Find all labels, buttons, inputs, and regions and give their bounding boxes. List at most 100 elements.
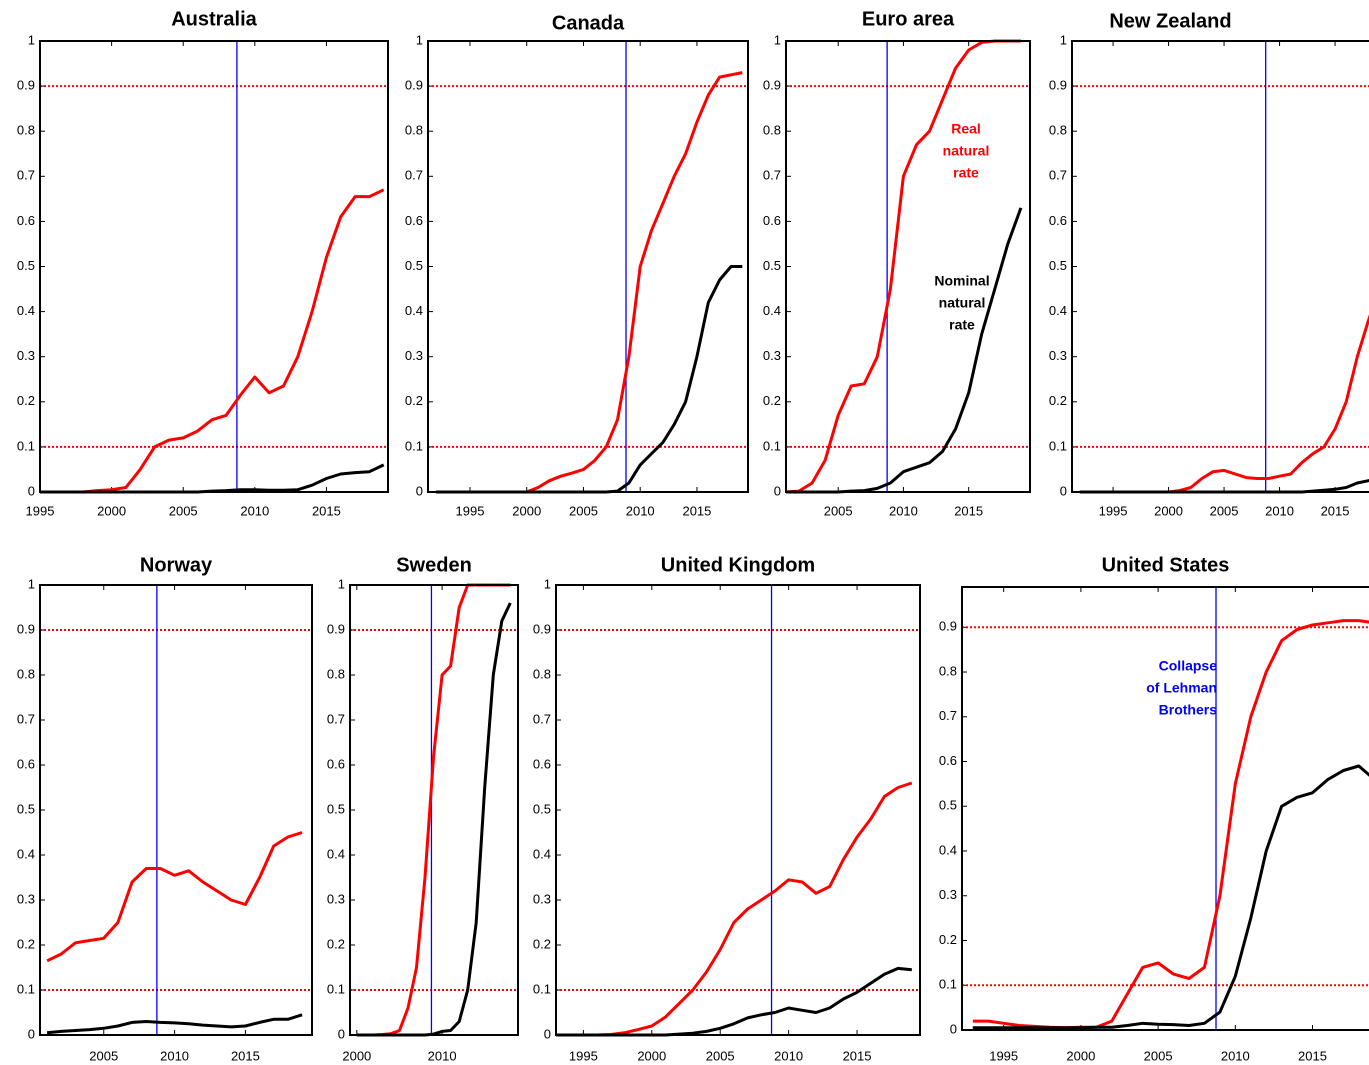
plot-area [40, 41, 388, 494]
series-line [556, 966, 912, 1037]
y-tick-label: 0.4 [327, 846, 345, 861]
x-tick-label: 2005 [1144, 1048, 1173, 1063]
x-tick-label: 2005 [569, 503, 598, 518]
panel: Australia 0 0.1 0.2 0.3 0.4 0.5 0.6 0.7 0.8 0.9 1 19… [17, 8, 389, 518]
x-tick-label: 2015 [954, 503, 983, 518]
y-tick-label: 0.3 [939, 887, 957, 902]
y-tick-label: 0.8 [939, 663, 957, 678]
y-tick-label: 0.9 [1049, 78, 1067, 93]
x-tick-label: 1995 [1099, 503, 1128, 518]
y-tick-label: 0.9 [17, 621, 35, 636]
y-tick-label: 0 [1060, 483, 1067, 498]
plot-area [350, 583, 518, 1037]
y-tick-label: 0.5 [763, 258, 781, 273]
y-tick-label: 0.9 [327, 621, 345, 636]
y-tick-label: 0 [28, 1026, 35, 1041]
y-tick-label: 1 [28, 576, 35, 591]
annotation: Nominal [934, 273, 989, 289]
y-tick-label: 0.9 [533, 621, 551, 636]
annotation: Brothers [1159, 702, 1218, 718]
plot-area [962, 587, 1369, 1030]
y-tick-label: 0.8 [763, 123, 781, 138]
y-tick-label: 0.1 [17, 438, 35, 453]
y-tick-label: 1 [416, 32, 423, 47]
y-tick-label: 0 [416, 483, 423, 498]
y-tick-label: 1 [338, 576, 345, 591]
y-tick-label: 0.8 [327, 666, 345, 681]
y-tick-label: 0.5 [533, 801, 551, 816]
x-tick-label: 2000 [637, 1048, 666, 1063]
y-tick-label: 0.5 [939, 798, 957, 813]
y-tick-label: 0.5 [405, 258, 423, 273]
x-tick-label: 2000 [1154, 503, 1183, 518]
series-line [435, 265, 743, 494]
y-tick-label: 0.9 [763, 78, 781, 93]
y-tick-label: 0 [338, 1026, 345, 1041]
y-tick-label: 0.4 [405, 303, 423, 318]
x-tick-label: 2015 [843, 1048, 872, 1063]
y-tick-label: 0.7 [327, 711, 345, 726]
y-tick-label: 0.1 [533, 981, 551, 996]
panel-title: Sweden [396, 554, 472, 576]
x-tick-label: 2010 [1221, 1048, 1250, 1063]
panel: United States 0 0.1 0.2 0.3 0.4 0.5 0.6 0.7 0.8 0.… [939, 554, 1369, 1063]
x-tick-label: 2010 [889, 503, 918, 518]
y-tick-label: 0.6 [533, 756, 551, 771]
panel-title: Canada [552, 12, 625, 34]
y-tick-label: 0.6 [939, 753, 957, 768]
y-tick-label: 0.4 [533, 846, 551, 861]
x-tick-label: 2005 [706, 1048, 735, 1063]
y-tick-label: 0.2 [763, 393, 781, 408]
y-tick-label: 0.6 [17, 213, 35, 228]
x-tick-label: 2000 [342, 1048, 371, 1063]
y-tick-label: 0.4 [17, 846, 35, 861]
y-tick-label: 0.2 [17, 393, 35, 408]
y-tick-label: 0.3 [1049, 348, 1067, 363]
x-tick-label: 2000 [97, 503, 126, 518]
y-tick-label: 0.6 [1049, 213, 1067, 228]
panel-title: United States [1102, 554, 1230, 576]
series-line [356, 583, 511, 1037]
x-tick-label: 2010 [1265, 503, 1294, 518]
annotation: Real [951, 121, 981, 137]
panel: United Kingdom 0 0.1 0.2 0.3 0.4 0.5 0.6 0.7 0.8 0… [533, 554, 921, 1063]
annotation: natural [943, 143, 990, 159]
y-tick-label: 0 [544, 1026, 551, 1041]
plot-frame [785, 40, 1031, 493]
y-tick-label: 0.3 [327, 891, 345, 906]
plot-area [556, 585, 920, 1037]
y-tick-label: 0.4 [763, 303, 781, 318]
annotation: natural [939, 295, 986, 311]
y-tick-label: 0.7 [1049, 168, 1067, 183]
x-tick-label: 2000 [512, 503, 541, 518]
y-tick-label: 0.3 [17, 348, 35, 363]
x-tick-label: 1995 [456, 503, 485, 518]
annotation: of Lehman [1146, 680, 1217, 696]
panel: Norway 0 0.1 0.2 0.3 0.4 0.5 0.6 0.7 0.8 0.9 1 2005 2… [17, 554, 313, 1063]
x-tick-label: 2015 [682, 503, 711, 518]
x-tick-label: 2015 [1321, 503, 1350, 518]
y-tick-label: 0.3 [533, 891, 551, 906]
plot-frame [1071, 40, 1369, 493]
plot-frame [961, 586, 1369, 1031]
series-line [972, 764, 1369, 1030]
y-tick-label: 1 [1060, 32, 1067, 47]
series-line [435, 71, 743, 494]
plot-area [40, 585, 312, 1035]
series-line [556, 781, 913, 1037]
plot-area [428, 41, 748, 494]
series-line [356, 602, 512, 1037]
panel: Sweden 0 0.1 0.2 0.3 0.4 0.5 0.6 0.7 0.8 0.9 1 2000 2… [327, 554, 519, 1063]
series-line [46, 831, 303, 963]
panel-title: New Zealand [1109, 10, 1231, 32]
y-tick-label: 0.9 [405, 78, 423, 93]
y-tick-label: 0.9 [17, 78, 35, 93]
panel: Canada 0 0.1 0.2 0.3 0.4 0.5 0.6 0.7 0.8 0.9 1 1995 2… [405, 12, 749, 518]
y-tick-label: 0 [950, 1021, 957, 1036]
y-tick-label: 0.7 [763, 168, 781, 183]
series-line [40, 463, 385, 494]
x-tick-label: 2005 [169, 503, 198, 518]
y-tick-label: 0.7 [17, 711, 35, 726]
